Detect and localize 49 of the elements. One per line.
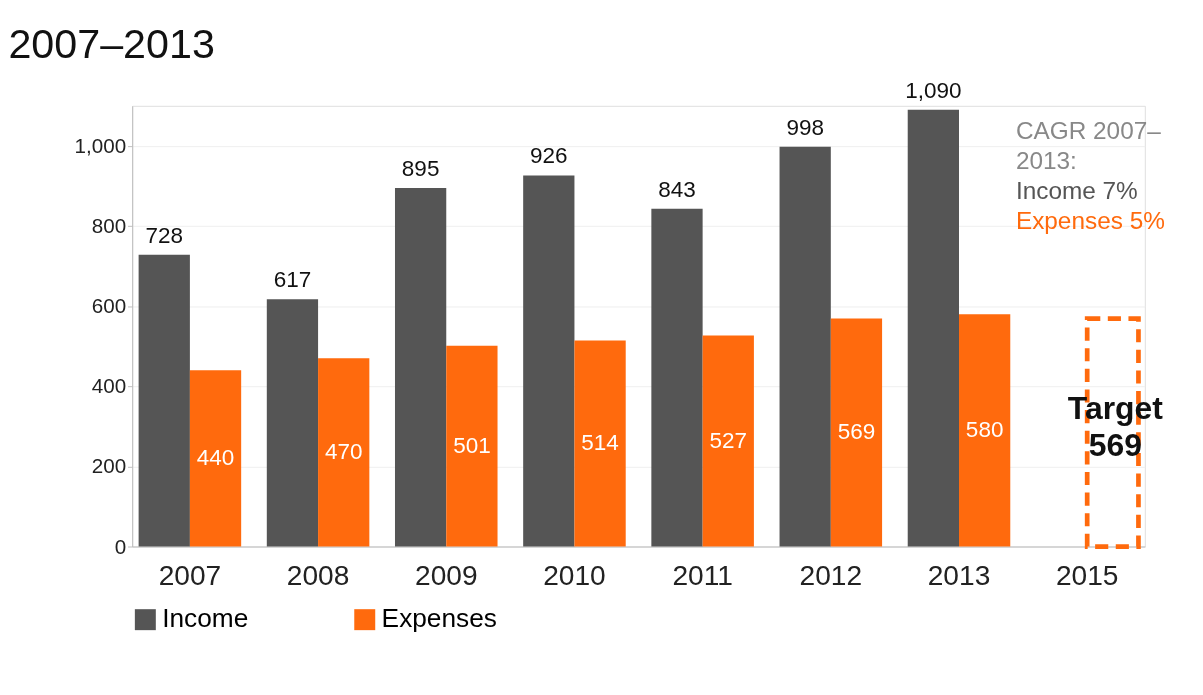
y-tick-label: 200 [91,454,127,478]
x-tick-label: 2011 [672,559,733,591]
annotation: CAGR 2007–2013: [1015,116,1162,174]
bar [959,314,1011,547]
data-label: 514 [581,430,619,456]
y-tick-label: 400 [91,374,127,398]
data-label: 440 [196,444,235,470]
y-tick-label: 800 [91,214,127,238]
data-label: 617 [273,267,312,293]
x-tick-label: 2013 [927,559,991,591]
bar [189,370,242,547]
y-tick-label: 1,000 [74,133,127,157]
data-label: 728 [145,222,184,248]
bar [318,358,370,547]
x-tick-label: 2007 [158,559,222,591]
data-label: 926 [530,143,568,169]
x-tick-label: 2008 [286,559,350,591]
data-label: 1,090 [905,77,962,103]
annotation: Expenses 5% [1015,206,1165,234]
data-label: 843 [658,176,696,202]
chart-title: 2007–2013 [8,21,215,68]
y-tick-label: 0 [114,534,127,558]
bar [907,109,959,547]
data-label: 895 [401,155,440,181]
data-label: 569 [837,419,876,445]
bar [266,299,319,547]
data-label: 998 [786,114,824,140]
x-tick-label: 2010 [543,559,606,591]
bar [830,318,883,547]
bar [446,345,498,547]
x-tick-label: 2015 [1055,559,1119,591]
annotation: Target 569 [1067,389,1164,464]
legend-label: Expenses [381,603,497,634]
bar [394,187,447,547]
bar [702,335,754,547]
data-label: 527 [709,427,748,453]
data-label: 501 [453,432,491,458]
data-label: 580 [965,416,1004,442]
bar [523,175,575,547]
annotation: Income 7% [1015,176,1138,204]
data-label: 470 [324,438,363,464]
x-tick-label: 2009 [414,559,478,591]
y-tick-label: 600 [91,294,127,318]
x-tick-label: 2012 [799,559,863,591]
bar [779,146,831,547]
bar [651,208,703,547]
bar [138,254,190,547]
legend-label: Income [162,603,249,634]
bar [574,340,626,547]
